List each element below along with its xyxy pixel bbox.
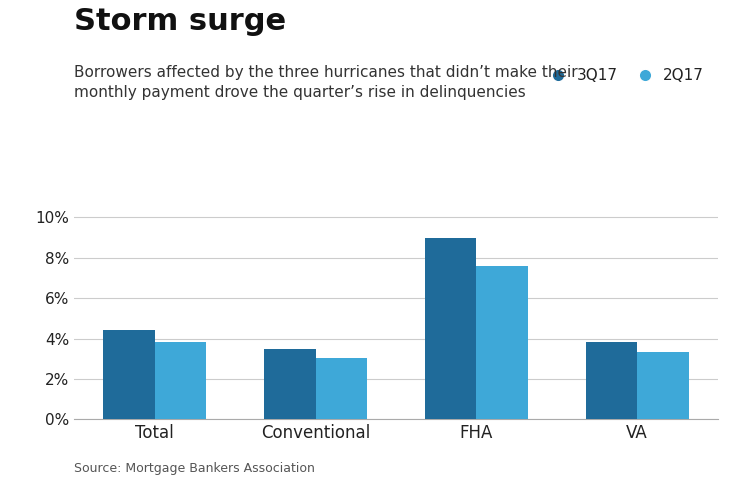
Bar xyxy=(477,266,528,419)
Bar xyxy=(264,348,315,419)
Bar xyxy=(315,358,367,419)
Legend: 3Q17, 2Q17: 3Q17, 2Q17 xyxy=(536,62,710,90)
Text: Borrowers affected by the three hurricanes that didn’t make their
monthly paymen: Borrowers affected by the three hurrican… xyxy=(74,65,578,100)
Bar xyxy=(585,342,637,419)
Bar xyxy=(104,331,155,419)
Text: Storm surge: Storm surge xyxy=(74,7,286,36)
Bar xyxy=(637,352,688,419)
Bar xyxy=(155,342,206,419)
Text: Source: Mortgage Bankers Association: Source: Mortgage Bankers Association xyxy=(74,462,315,475)
Bar xyxy=(425,238,477,419)
